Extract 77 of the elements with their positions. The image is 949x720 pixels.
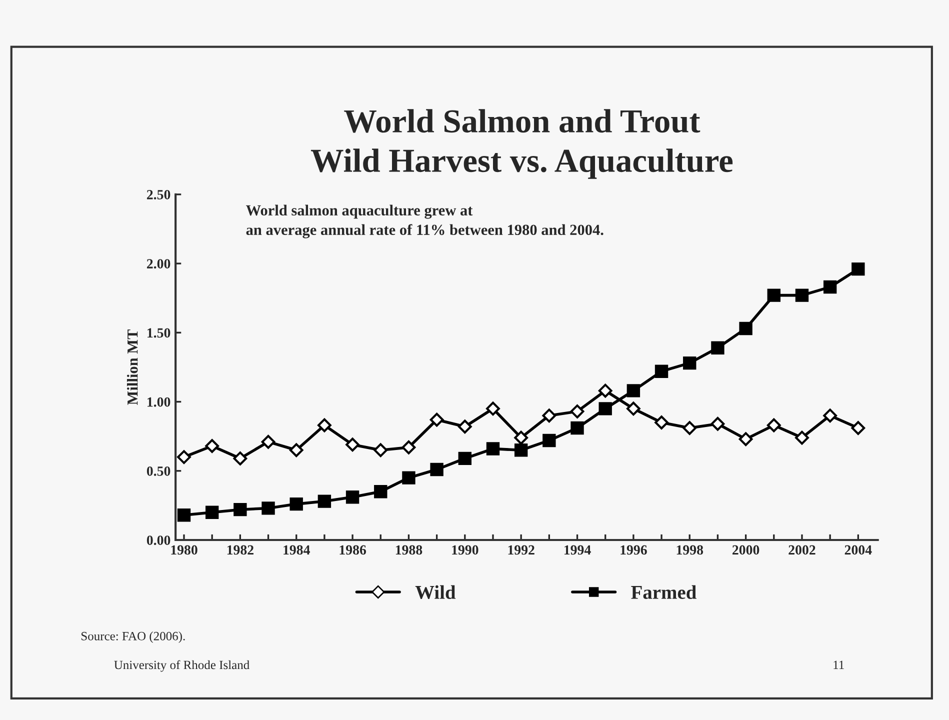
chart-title: World Salmon and Trout Wild Harvest vs. Aquaculture [310, 109, 733, 179]
point [346, 490, 360, 504]
point [514, 444, 528, 457]
point [458, 420, 472, 434]
point [486, 402, 500, 416]
point [626, 402, 640, 416]
point [654, 364, 668, 378]
point [852, 262, 865, 276]
x-tick-label: 1980 [171, 545, 198, 555]
point [430, 462, 444, 476]
point [739, 322, 752, 336]
point [486, 442, 500, 456]
point [318, 418, 332, 432]
x-tick-label: 1988 [396, 545, 422, 555]
point [766, 418, 781, 432]
x-tick-label: 1994 [564, 545, 591, 555]
point [711, 341, 724, 354]
point [318, 494, 332, 508]
point [205, 439, 220, 453]
point [262, 502, 275, 515]
text: 11 [834, 660, 844, 670]
point [654, 416, 668, 430]
legend-label: Farmed [631, 585, 696, 599]
point [514, 430, 528, 445]
point [177, 508, 191, 522]
point [346, 438, 360, 452]
x-tick-label: 1992 [508, 545, 534, 555]
x-tick-label: 1986 [340, 545, 366, 555]
y-tick-label: 0.50 [146, 466, 170, 476]
x-tick-label: 1996 [620, 545, 647, 555]
point [738, 432, 753, 446]
point [542, 434, 556, 448]
point [402, 471, 416, 484]
text: University of Rhode Island [114, 660, 250, 672]
y-tick-label: 1.50 [148, 328, 170, 338]
y-axis-title: Million MT [126, 329, 138, 405]
point [570, 421, 584, 435]
point [430, 412, 444, 427]
y-tick-label: 0.00 [146, 536, 170, 546]
point [598, 384, 612, 398]
point [795, 430, 809, 445]
x-tick-label: 1998 [676, 545, 704, 555]
point [205, 506, 219, 519]
point [767, 288, 780, 302]
x-tick-label: 1990 [452, 545, 478, 555]
point [795, 288, 809, 302]
point [542, 408, 556, 423]
point [626, 384, 640, 398]
point [851, 421, 866, 435]
annotation: World salmon aquaculture grew at an average annual rate of 11% between 1980 and 2004. [246, 204, 604, 238]
point [710, 416, 725, 431]
point [261, 434, 276, 449]
point [290, 497, 303, 511]
x-tick-label: 1984 [284, 545, 310, 555]
point [823, 280, 837, 294]
source-note: Source: FAO (2006). [82, 632, 185, 643]
point [823, 408, 838, 423]
y-tick-label: 1.00 [148, 397, 170, 407]
x-tick-label: 2004 [844, 545, 872, 555]
x-tick-label: 2000 [732, 545, 760, 555]
point [289, 443, 304, 458]
point [374, 485, 388, 498]
x-tick-label: 1982 [227, 545, 254, 555]
point [458, 452, 472, 466]
point [374, 443, 388, 458]
y-tick-label: 2.50 [146, 190, 170, 200]
point [570, 404, 584, 418]
point [598, 402, 612, 416]
point [683, 356, 696, 370]
legend-label: Wild [415, 585, 456, 600]
point [177, 450, 191, 464]
point [402, 440, 416, 454]
point [233, 452, 248, 466]
point [234, 502, 247, 516]
y-tick-label: 2.00 [146, 259, 170, 269]
point [682, 421, 697, 435]
x-tick-label: 2002 [788, 545, 816, 555]
